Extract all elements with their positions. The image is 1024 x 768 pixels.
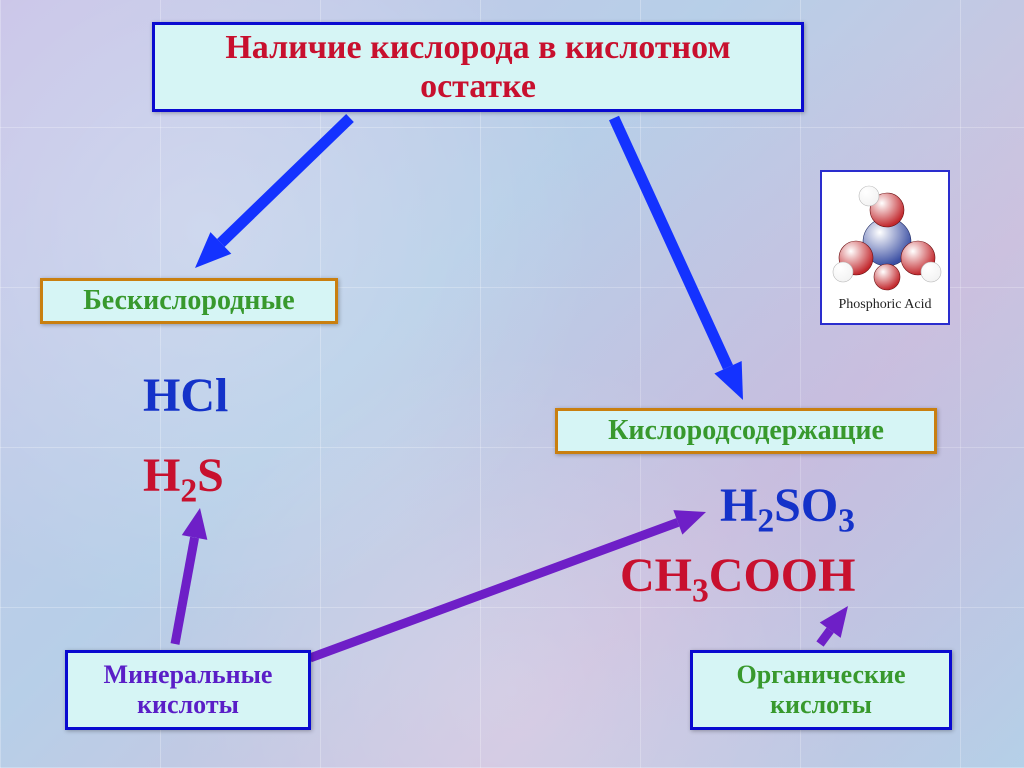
branch-left-box: Бескислородные	[40, 278, 338, 324]
branch-right-label: Кислородсодержащие	[608, 415, 884, 447]
mineral-box: Минеральные кислоты	[65, 650, 311, 730]
mineral-label: Минеральные кислоты	[82, 660, 294, 720]
formula-h2so3: H2SO3	[720, 478, 855, 533]
formula-ch3cooh: CH3COOH	[620, 548, 855, 603]
branch-left-label: Бескислородные	[83, 285, 294, 317]
organic-label: Органические кислоты	[707, 660, 935, 720]
molecule-svg	[822, 180, 952, 295]
title-text: Наличие кислорода в кислотном остатке	[169, 28, 787, 106]
title-box: Наличие кислорода в кислотном остатке	[152, 22, 804, 112]
molecule-caption: Phosphoric Acid	[839, 297, 932, 313]
molecule-panel: Phosphoric Acid	[820, 170, 950, 325]
organic-box: Органические кислоты	[690, 650, 952, 730]
branch-right-box: Кислородсодержащие	[555, 408, 937, 454]
formula-hcl: HCl	[143, 368, 228, 423]
formula-h2s: H2S	[143, 448, 224, 503]
molecule-canvas	[822, 180, 948, 295]
